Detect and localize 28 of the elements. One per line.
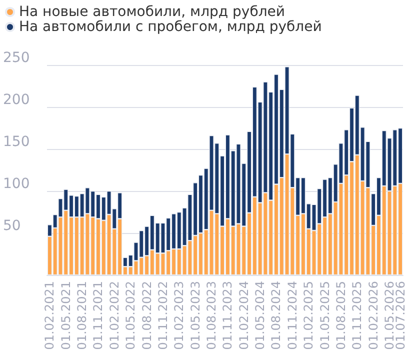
x-tick-label: 01.05.2022 — [124, 281, 138, 350]
x-tick-label: 01.05.2021 — [58, 281, 73, 350]
x-tick-label: 01.08.2021 — [75, 281, 90, 350]
x-tick-label: 01.08.2025 — [334, 281, 348, 350]
x-tick-label: 01.11.2024 — [285, 281, 300, 350]
x-tick-label: 01.02.2026 — [366, 281, 380, 350]
x-tick-label: 01.08.2022 — [140, 281, 154, 350]
x-tick-label: 01.02.2021 — [42, 281, 57, 350]
y-tick-label: 200 — [3, 92, 30, 108]
y-tick-label: 100 — [3, 176, 30, 192]
x-tick-label: 01.05.2025 — [318, 281, 332, 350]
x-tick-label: 01.11.2023 — [220, 281, 235, 350]
y-tick-label: 250 — [3, 50, 30, 66]
x-tick-label: 01.02.2023 — [172, 281, 186, 350]
x-tick-label: 01.02.2024 — [236, 281, 251, 350]
x-tick-label: 01.05.2023 — [188, 281, 202, 350]
x-tick-label: 01.11.2022 — [156, 281, 170, 350]
x-tick-label: 01.11.2021 — [91, 281, 106, 350]
y-tick-label: 50 — [3, 218, 21, 234]
x-tick-label: 01.11.2025 — [350, 281, 364, 350]
x-tick-label: 01.08.2024 — [269, 281, 284, 350]
legend-label: На автомобили с пробегом, млрд рублей — [19, 19, 322, 35]
x-tick-label: 01.02.2022 — [107, 281, 122, 350]
y-tick-label: 150 — [3, 134, 30, 150]
legend-label: На новые автомобили, млрд рублей — [19, 4, 285, 20]
x-tick-label: 01.05.2024 — [253, 281, 268, 350]
x-tick-label: 01.02.2025 — [302, 281, 316, 350]
x-tick-label: 01.08.2023 — [204, 281, 219, 350]
